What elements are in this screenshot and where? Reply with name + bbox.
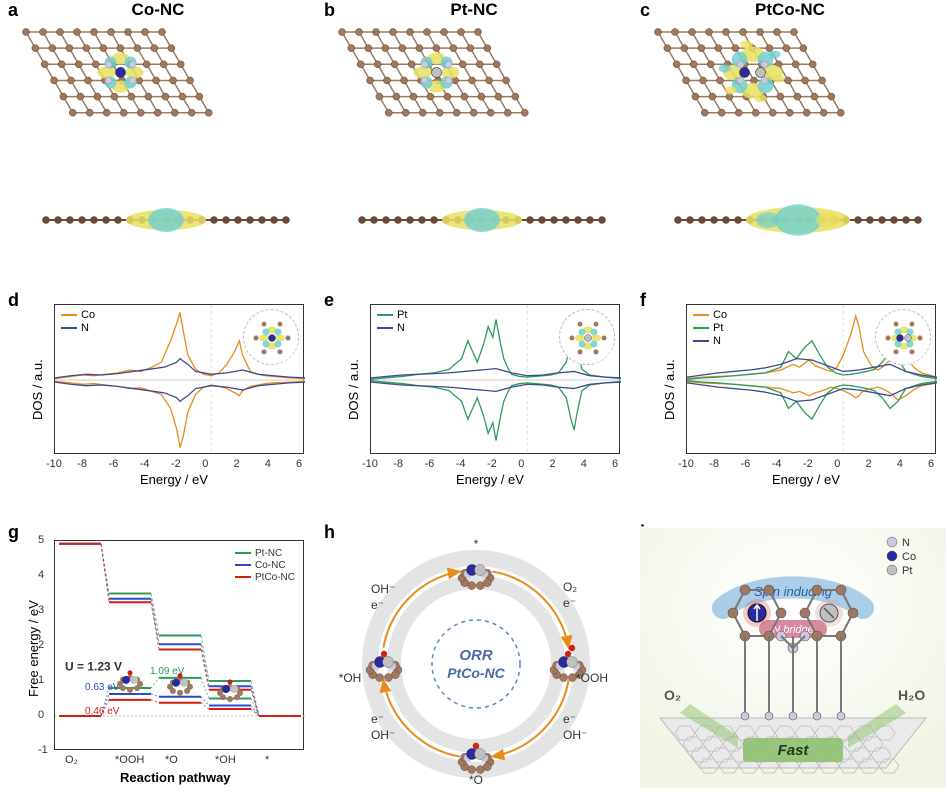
svg-text:*O: *O	[469, 773, 483, 787]
g-xlabel: Reaction pathway	[120, 770, 231, 785]
panel-g-label: g	[8, 522, 19, 543]
svg-text:e⁻: e⁻	[563, 712, 576, 726]
svg-text:e⁻: e⁻	[563, 596, 576, 610]
dos-f-xlabel: Energy / eV	[772, 472, 840, 487]
svg-text:OH⁻: OH⁻	[371, 728, 395, 742]
h-svg: ORRPtCo-NC * *OOH *O *OH O₂ e⁻ e⁻ OH⁻ e⁻ OH⁻ OH⁻ e⁻	[326, 530, 626, 790]
g-svg: U = 0 VU = 1.23 V0.63 eV0.46 eV1.09 eVPt…	[55, 541, 305, 751]
dos-d-inset	[243, 309, 299, 365]
dos-e-xlabel: Energy / eV	[456, 472, 524, 487]
dos-e-legend: PtN	[377, 309, 407, 335]
svg-text:Pt: Pt	[902, 565, 912, 577]
dos-f-ylabel: DOS / a.u.	[662, 359, 677, 420]
svg-text:0.63 eV: 0.63 eV	[85, 682, 120, 693]
panel-a: a Co-NC	[0, 0, 316, 270]
dos-e-inset	[559, 309, 615, 365]
panel-a-title: Co-NC	[0, 0, 316, 20]
panel-e-label: e	[324, 290, 334, 311]
panel-b-title: Pt-NC	[316, 0, 632, 20]
panel-e: e PtN DOS / a.u. Energy / eV -10-8-6-4-2…	[316, 290, 632, 500]
svg-text:OH⁻: OH⁻	[563, 728, 587, 742]
svg-text:Co-NC: Co-NC	[255, 560, 286, 571]
i-svg: FastSpin inducingN bridgeO₂H₂ONCoPt	[640, 528, 946, 788]
svg-text:U = 1.23 V: U = 1.23 V	[65, 660, 122, 674]
dos-f-inset	[875, 309, 931, 365]
g-box: U = 0 VU = 1.23 V0.63 eV0.46 eV1.09 eVPt…	[54, 540, 304, 750]
svg-text:OH⁻: OH⁻	[371, 582, 395, 596]
svg-text:PtCo-NC: PtCo-NC	[255, 572, 295, 583]
dos-f-legend: CoPtN	[693, 309, 727, 348]
svg-text:0.46 eV: 0.46 eV	[85, 706, 120, 717]
svg-text:*OOH: *OOH	[576, 671, 608, 685]
panel-i: i FastSpin inducingN bridgeO₂H₂ONCoPt	[632, 522, 948, 792]
svg-text:*: *	[474, 537, 479, 551]
svg-text:ORR: ORR	[459, 647, 493, 664]
dos-d-legend: CoN	[61, 309, 95, 335]
svg-text:Co: Co	[902, 551, 916, 563]
panel-d: d CoN DOS / a.u. Energy / eV -10-8-6-4-2…	[0, 290, 316, 500]
panel-c: c PtCo-NC	[632, 0, 948, 270]
svg-text:N: N	[902, 537, 910, 549]
svg-text:O₂: O₂	[664, 687, 681, 703]
panel-h: h ORRPtCo-NC**OOH*O*OHO₂e⁻e⁻OH⁻e⁻OH⁻OH⁻e…	[316, 522, 632, 792]
figure-container: a Co-NC b Pt-NC c PtCo-NC d CoN DOS / a.…	[0, 0, 948, 799]
panel-b: b Pt-NC	[316, 0, 632, 270]
svg-text:*OH: *OH	[339, 671, 362, 685]
dos-e-ylabel: DOS / a.u.	[346, 359, 361, 420]
svg-text:PtCo-NC: PtCo-NC	[447, 665, 505, 681]
svg-text:H₂O: H₂O	[898, 687, 925, 703]
panel-f-label: f	[640, 290, 646, 311]
svg-text:O₂: O₂	[563, 580, 577, 594]
panel-g: g U = 0 VU = 1.23 V0.63 eV0.46 eV1.09 eV…	[0, 522, 316, 792]
dos-d-xlabel: Energy / eV	[140, 472, 208, 487]
svg-text:e⁻: e⁻	[371, 598, 384, 612]
dos-e-box: PtN	[370, 304, 620, 454]
svg-text:e⁻: e⁻	[371, 712, 384, 726]
svg-text:Pt-NC: Pt-NC	[255, 548, 282, 559]
svg-text:Fast: Fast	[778, 742, 810, 759]
panel-c-title: PtCo-NC	[632, 0, 948, 20]
lattice-c	[648, 22, 948, 272]
dos-d-ylabel: DOS / a.u.	[30, 359, 45, 420]
panel-d-label: d	[8, 290, 19, 311]
lattice-a	[16, 22, 316, 272]
dos-d-box: CoN	[54, 304, 304, 454]
panel-f: f CoPtN DOS / a.u. Energy / eV -10-8-6-4…	[632, 290, 948, 500]
lattice-b	[332, 22, 632, 272]
svg-text:U = 0 V: U = 0 V	[65, 541, 105, 543]
dos-f-box: CoPtN	[686, 304, 936, 454]
